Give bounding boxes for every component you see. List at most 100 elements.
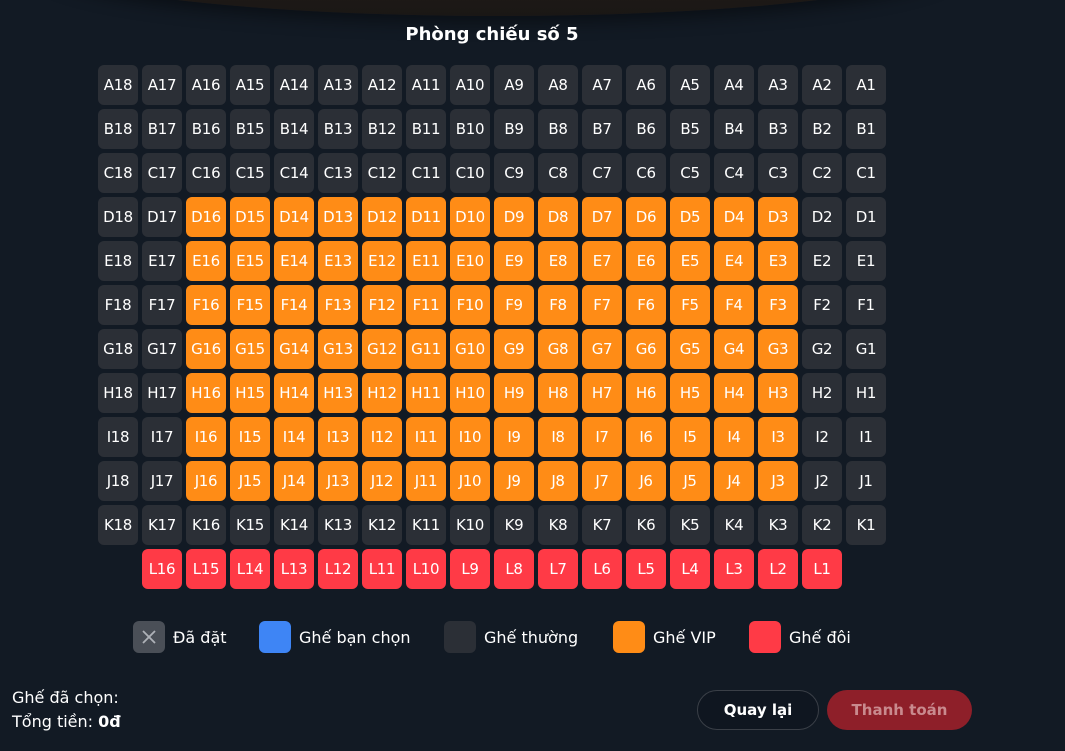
seat-g7[interactable]: G7 [582, 329, 622, 369]
seat-i1[interactable]: I1 [846, 417, 886, 457]
seat-b11[interactable]: B11 [406, 109, 446, 149]
seat-k8[interactable]: K8 [538, 505, 578, 545]
seat-c15[interactable]: C15 [230, 153, 270, 193]
seat-i16[interactable]: I16 [186, 417, 226, 457]
seat-k6[interactable]: K6 [626, 505, 666, 545]
seat-l13[interactable]: L13 [274, 549, 314, 589]
seat-f6[interactable]: F6 [626, 285, 666, 325]
seat-l4[interactable]: L4 [670, 549, 710, 589]
seat-l14[interactable]: L14 [230, 549, 270, 589]
seat-d13[interactable]: D13 [318, 197, 358, 237]
seat-e15[interactable]: E15 [230, 241, 270, 281]
seat-f10[interactable]: F10 [450, 285, 490, 325]
seat-l11[interactable]: L11 [362, 549, 402, 589]
seat-i17[interactable]: I17 [142, 417, 182, 457]
seat-g18[interactable]: G18 [98, 329, 138, 369]
seat-f3[interactable]: F3 [758, 285, 798, 325]
back-button[interactable]: Quay lại [697, 690, 819, 730]
seat-c12[interactable]: C12 [362, 153, 402, 193]
seat-k18[interactable]: K18 [98, 505, 138, 545]
seat-a9[interactable]: A9 [494, 65, 534, 105]
seat-d4[interactable]: D4 [714, 197, 754, 237]
seat-j7[interactable]: J7 [582, 461, 622, 501]
seat-h3[interactable]: H3 [758, 373, 798, 413]
seat-a18[interactable]: A18 [98, 65, 138, 105]
seat-k12[interactable]: K12 [362, 505, 402, 545]
seat-d7[interactable]: D7 [582, 197, 622, 237]
seat-i3[interactable]: I3 [758, 417, 798, 457]
seat-a14[interactable]: A14 [274, 65, 314, 105]
seat-e13[interactable]: E13 [318, 241, 358, 281]
seat-g15[interactable]: G15 [230, 329, 270, 369]
seat-c3[interactable]: C3 [758, 153, 798, 193]
seat-k10[interactable]: K10 [450, 505, 490, 545]
seat-f2[interactable]: F2 [802, 285, 842, 325]
seat-f5[interactable]: F5 [670, 285, 710, 325]
seat-l10[interactable]: L10 [406, 549, 446, 589]
seat-f7[interactable]: F7 [582, 285, 622, 325]
seat-j1[interactable]: J1 [846, 461, 886, 501]
seat-c7[interactable]: C7 [582, 153, 622, 193]
seat-a10[interactable]: A10 [450, 65, 490, 105]
seat-e5[interactable]: E5 [670, 241, 710, 281]
seat-c18[interactable]: C18 [98, 153, 138, 193]
seat-j15[interactable]: J15 [230, 461, 270, 501]
seat-c11[interactable]: C11 [406, 153, 446, 193]
seat-g4[interactable]: G4 [714, 329, 754, 369]
seat-i7[interactable]: I7 [582, 417, 622, 457]
seat-b15[interactable]: B15 [230, 109, 270, 149]
seat-i15[interactable]: I15 [230, 417, 270, 457]
seat-c8[interactable]: C8 [538, 153, 578, 193]
seat-d11[interactable]: D11 [406, 197, 446, 237]
seat-g2[interactable]: G2 [802, 329, 842, 369]
seat-c1[interactable]: C1 [846, 153, 886, 193]
seat-h18[interactable]: H18 [98, 373, 138, 413]
seat-f15[interactable]: F15 [230, 285, 270, 325]
seat-l7[interactable]: L7 [538, 549, 578, 589]
seat-k3[interactable]: K3 [758, 505, 798, 545]
seat-d10[interactable]: D10 [450, 197, 490, 237]
seat-f8[interactable]: F8 [538, 285, 578, 325]
seat-d9[interactable]: D9 [494, 197, 534, 237]
seat-g16[interactable]: G16 [186, 329, 226, 369]
seat-k5[interactable]: K5 [670, 505, 710, 545]
seat-k1[interactable]: K1 [846, 505, 886, 545]
seat-i9[interactable]: I9 [494, 417, 534, 457]
seat-k11[interactable]: K11 [406, 505, 446, 545]
seat-a17[interactable]: A17 [142, 65, 182, 105]
seat-h14[interactable]: H14 [274, 373, 314, 413]
seat-e18[interactable]: E18 [98, 241, 138, 281]
seat-h7[interactable]: H7 [582, 373, 622, 413]
seat-k16[interactable]: K16 [186, 505, 226, 545]
seat-h1[interactable]: H1 [846, 373, 886, 413]
seat-b1[interactable]: B1 [846, 109, 886, 149]
seat-b18[interactable]: B18 [98, 109, 138, 149]
seat-f16[interactable]: F16 [186, 285, 226, 325]
seat-j14[interactable]: J14 [274, 461, 314, 501]
seat-a11[interactable]: A11 [406, 65, 446, 105]
seat-e6[interactable]: E6 [626, 241, 666, 281]
seat-k9[interactable]: K9 [494, 505, 534, 545]
seat-g17[interactable]: G17 [142, 329, 182, 369]
seat-c10[interactable]: C10 [450, 153, 490, 193]
seat-j17[interactable]: J17 [142, 461, 182, 501]
seat-a7[interactable]: A7 [582, 65, 622, 105]
seat-i8[interactable]: I8 [538, 417, 578, 457]
seat-j4[interactable]: J4 [714, 461, 754, 501]
seat-j12[interactable]: J12 [362, 461, 402, 501]
seat-a8[interactable]: A8 [538, 65, 578, 105]
seat-h15[interactable]: H15 [230, 373, 270, 413]
seat-f12[interactable]: F12 [362, 285, 402, 325]
seat-i4[interactable]: I4 [714, 417, 754, 457]
seat-h17[interactable]: H17 [142, 373, 182, 413]
seat-h9[interactable]: H9 [494, 373, 534, 413]
seat-f4[interactable]: F4 [714, 285, 754, 325]
seat-g3[interactable]: G3 [758, 329, 798, 369]
seat-a15[interactable]: A15 [230, 65, 270, 105]
seat-e2[interactable]: E2 [802, 241, 842, 281]
seat-c4[interactable]: C4 [714, 153, 754, 193]
seat-h4[interactable]: H4 [714, 373, 754, 413]
seat-j16[interactable]: J16 [186, 461, 226, 501]
seat-i13[interactable]: I13 [318, 417, 358, 457]
seat-i6[interactable]: I6 [626, 417, 666, 457]
